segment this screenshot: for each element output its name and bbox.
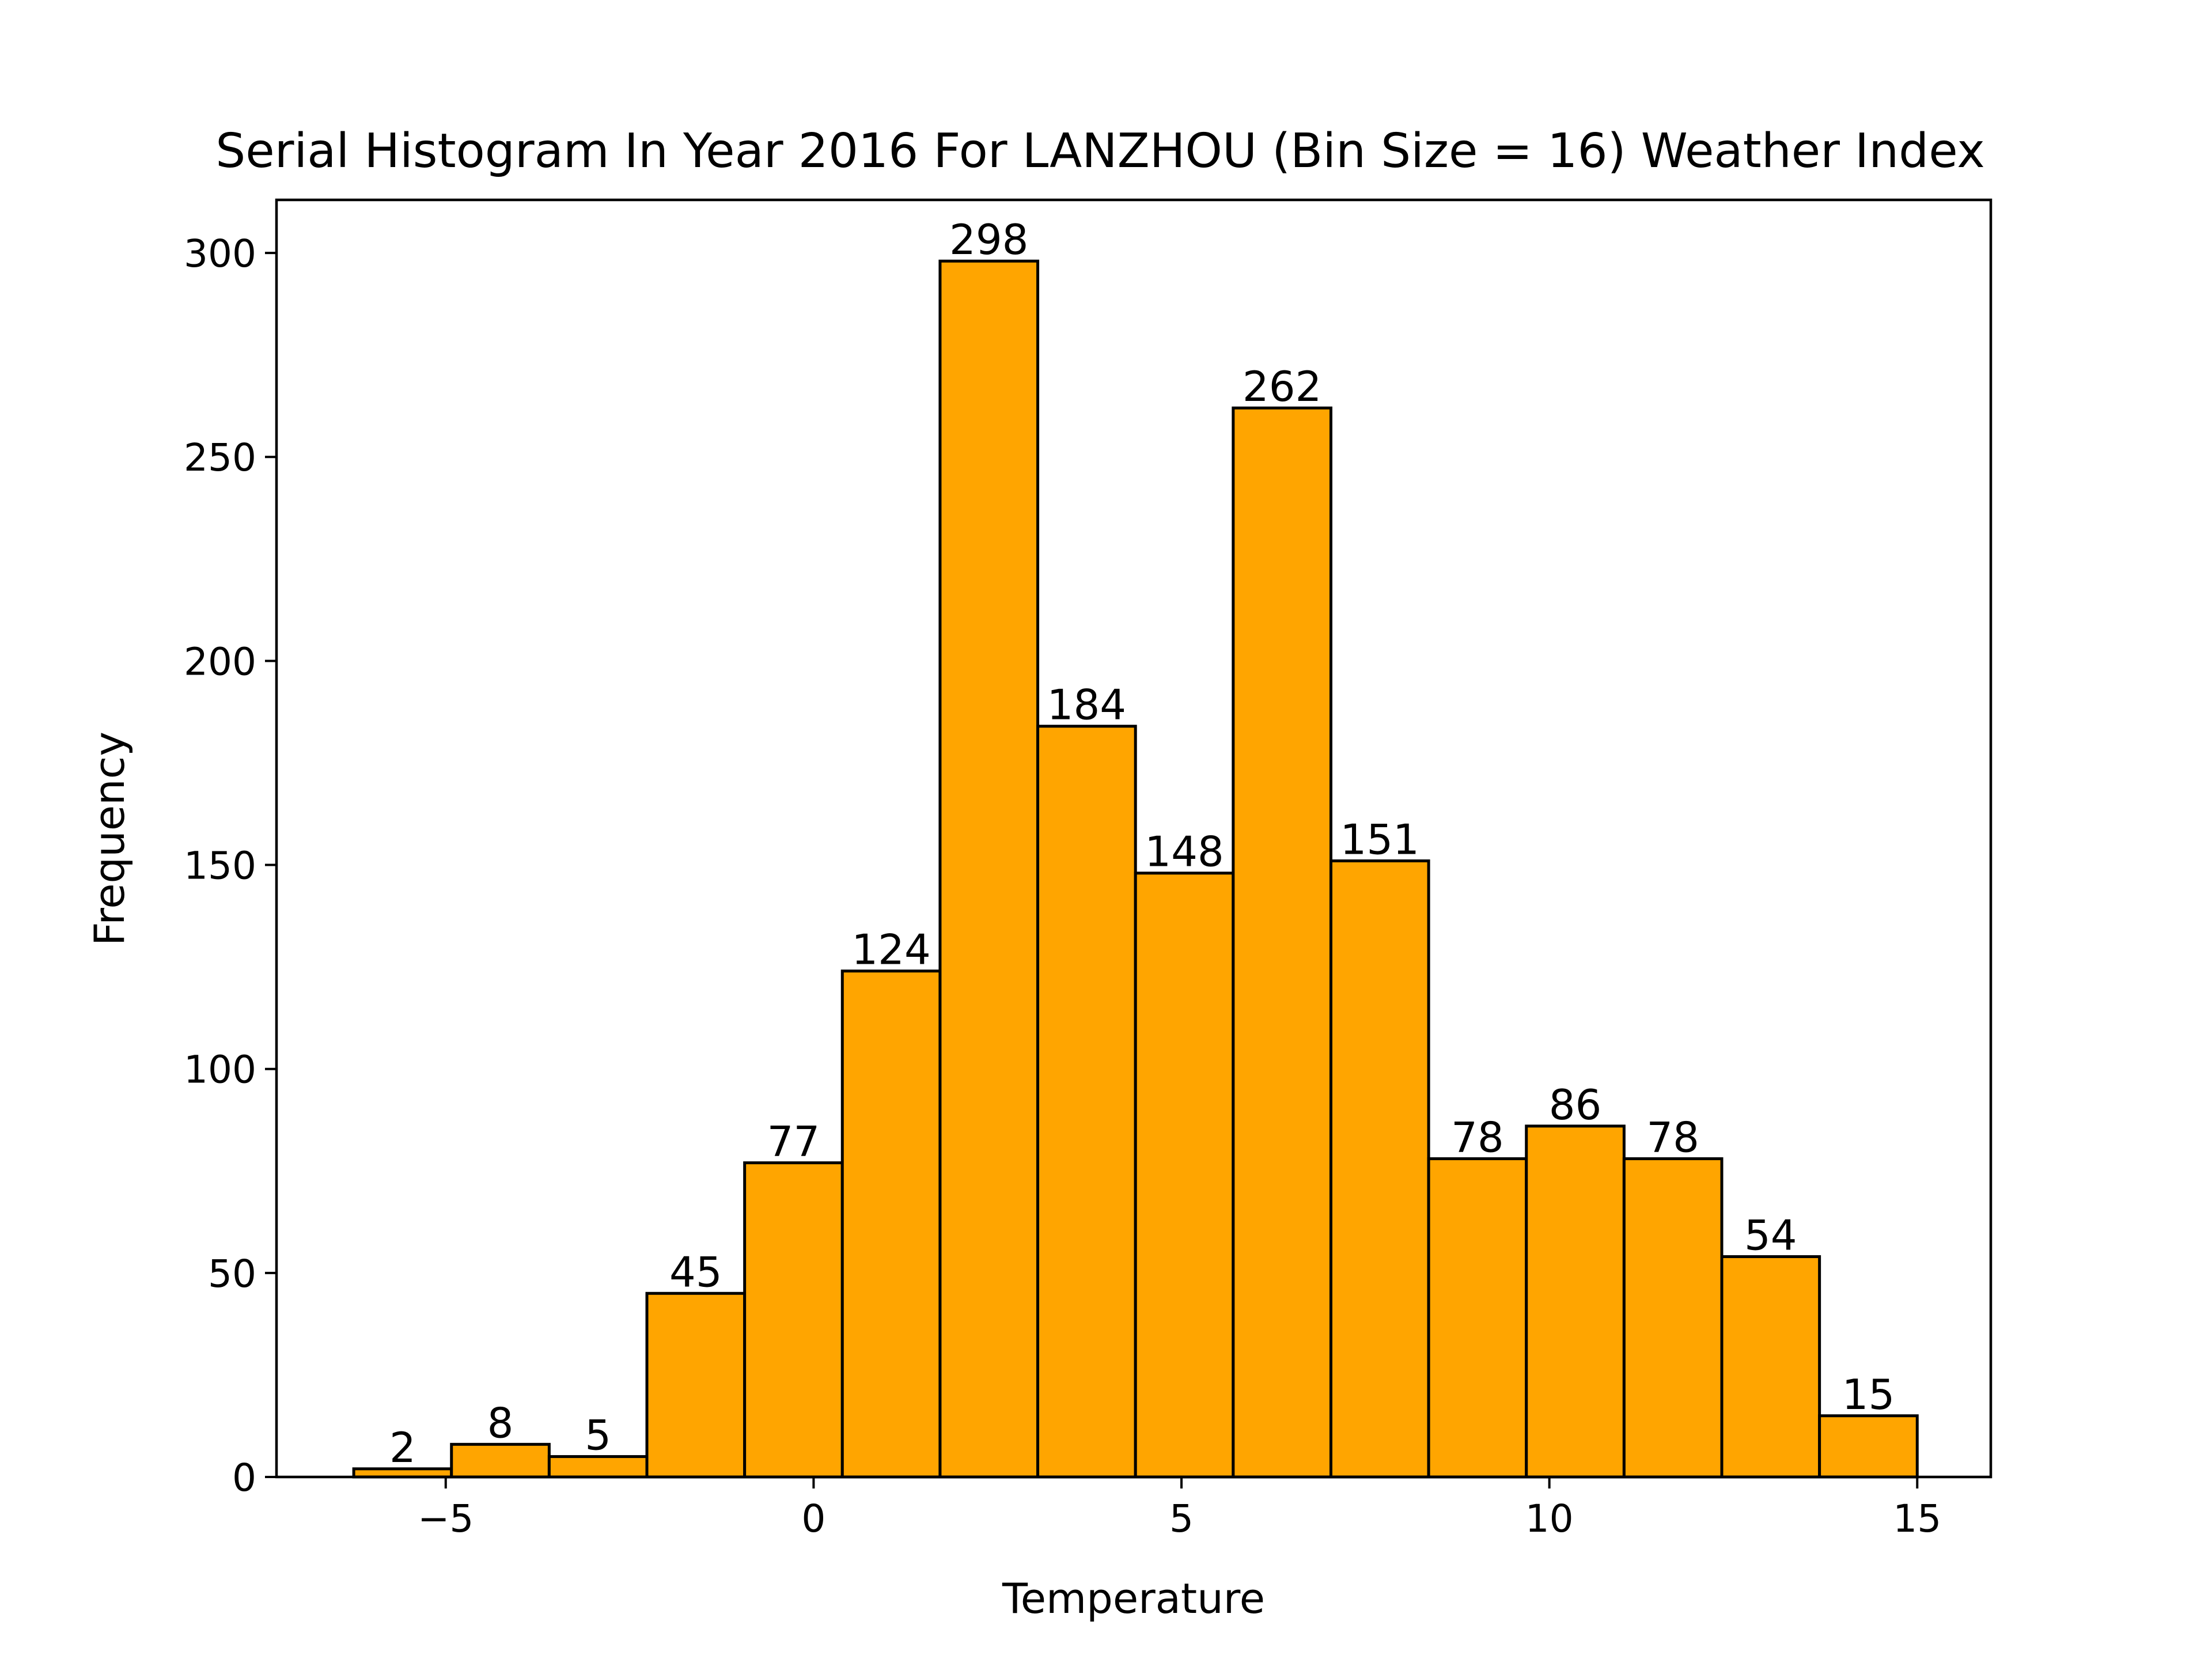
bar-value-label: 151	[1340, 815, 1419, 863]
x-tick-label: 15	[1893, 1497, 1941, 1541]
bar-value-label: 262	[1243, 362, 1321, 411]
bar-value-label: 298	[949, 215, 1028, 264]
x-tick-label: 10	[1525, 1497, 1574, 1541]
bars-group	[352, 259, 1919, 1479]
histogram-bar	[1720, 1255, 1821, 1479]
histogram-bar	[450, 1442, 551, 1479]
y-tick-label: 150	[184, 844, 256, 888]
y-tick-label: 300	[184, 232, 256, 276]
x-tick-label: 5	[1169, 1497, 1194, 1541]
chart-title: Serial Histogram In Year 2016 For LANZHO…	[215, 124, 1985, 179]
bar-value-label: 86	[1549, 1081, 1602, 1129]
x-tick-label: 0	[801, 1497, 825, 1541]
bar-value-label: 45	[669, 1248, 722, 1296]
bar-value-label: 184	[1047, 681, 1126, 729]
bar-value-label: 2	[389, 1423, 416, 1472]
y-tick-label: 250	[184, 435, 256, 480]
y-axis-label: Frequency	[85, 732, 134, 946]
bar-value-label: 148	[1145, 828, 1224, 876]
histogram-bar	[645, 1291, 747, 1479]
histogram-bar	[1622, 1157, 1724, 1479]
histogram-bar	[1818, 1414, 1919, 1479]
histogram-bar	[1232, 406, 1332, 1479]
bar-value-label: 5	[585, 1411, 611, 1460]
histogram-bar	[743, 1161, 844, 1479]
plot-frame	[275, 198, 1993, 1479]
bar-value-label: 77	[767, 1118, 820, 1166]
x-tick-label: −5	[418, 1497, 474, 1541]
y-tick-label: 100	[184, 1048, 256, 1092]
bar-value-label: 54	[1744, 1211, 1797, 1260]
y-axis-ticks: 0 50 100 150 200 250 300	[184, 232, 276, 1500]
bar-value-label: 78	[1451, 1113, 1504, 1162]
histogram-bar	[1525, 1124, 1626, 1479]
histogram-bar	[547, 1455, 649, 1479]
bar-labels-group: 2 8 5 45 77 124 298 184 148 262 151 78 86 78 54 15	[389, 215, 1895, 1472]
bar-value-label: 8	[487, 1399, 514, 1447]
y-tick-label: 200	[184, 639, 256, 684]
histogram-bar	[1329, 859, 1430, 1479]
histogram-bar	[1134, 872, 1235, 1479]
histogram-bar	[1427, 1157, 1528, 1479]
y-tick-label: 50	[208, 1252, 256, 1296]
x-axis-label: Temperature	[1002, 1574, 1265, 1623]
bar-value-label: 78	[1646, 1113, 1699, 1162]
y-tick-label: 0	[232, 1456, 256, 1500]
x-axis-ticks: −5 0 5 10 15	[418, 1477, 1941, 1541]
histogram-bar	[1036, 725, 1137, 1479]
histogram-bar	[840, 969, 942, 1479]
bar-value-label: 15	[1842, 1370, 1895, 1419]
bar-value-label: 124	[851, 926, 930, 974]
histogram-bar	[938, 259, 1040, 1479]
